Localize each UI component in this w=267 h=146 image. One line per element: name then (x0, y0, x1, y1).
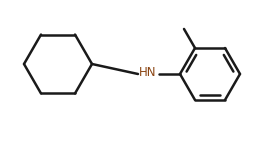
Text: HN: HN (139, 66, 157, 80)
